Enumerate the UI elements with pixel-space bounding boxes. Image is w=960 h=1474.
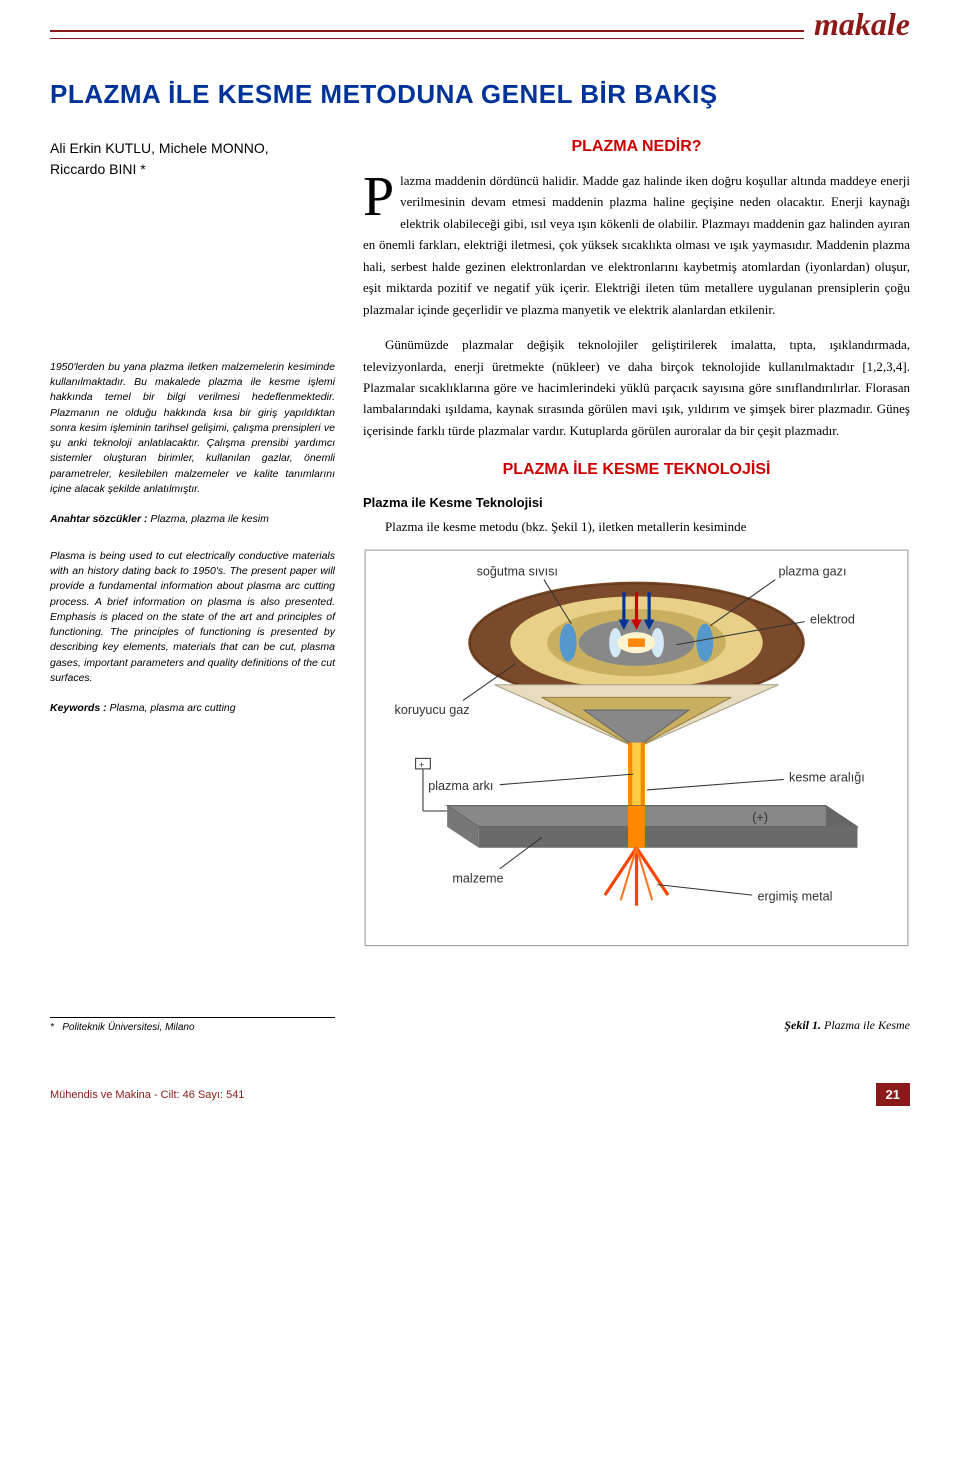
figure-label-plazma-gazi: plazma gazı: [779, 564, 847, 578]
header-rule-thin: makale: [50, 38, 910, 39]
keywords-en-label: Keywords :: [50, 702, 107, 714]
body-paragraph-1: Plazma maddenin dördüncü halidir. Madde …: [363, 170, 910, 320]
plasma-diagram: (+) soğutma sıvısı koruyucu gaz plazma g…: [363, 548, 910, 948]
footnote-row: * Politeknik Üniversitesi, Milano Şekil …: [50, 1007, 910, 1033]
two-column-layout: Ali Erkin KUTLU, Michele MONNO, Riccardo…: [50, 138, 910, 947]
authors-block: Ali Erkin KUTLU, Michele MONNO, Riccardo…: [50, 138, 335, 180]
figure-label-kesme-araligi: kesme aralığı: [789, 770, 865, 784]
footnote-text: Politeknik Üniversitesi, Milano: [62, 1022, 194, 1033]
makale-label: makale: [804, 6, 910, 43]
figure-label-sogutma: soğutma sıvısı: [477, 564, 558, 578]
keywords-tr-label: Anahtar sözcükler :: [50, 513, 147, 525]
body-paragraph-3: Plazma ile kesme metodu (bkz. Şekil 1), …: [363, 516, 910, 537]
figure-label-malzeme: malzeme: [452, 871, 503, 885]
footnote-marker: *: [50, 1022, 54, 1033]
figure-label-koruyucu: koruyucu gaz: [395, 703, 470, 717]
abstract-english: Plasma is being used to cut electrically…: [50, 549, 335, 686]
figure-caption-number: Şekil 1.: [784, 1018, 821, 1032]
footer-journal-info: Mühendis ve Makina - Cilt: 46 Sayı: 541: [50, 1089, 244, 1101]
section-heading-2: PLAZMA İLE KESME TEKNOLOJİSİ: [363, 461, 910, 479]
keywords-turkish: Anahtar sözcükler : Plazma, plazma ile k…: [50, 513, 335, 525]
authors-line-1: Ali Erkin KUTLU, Michele MONNO,: [50, 138, 335, 159]
body-p1-text: lazma maddenin dördüncü halidir. Madde g…: [363, 173, 910, 317]
left-column: Ali Erkin KUTLU, Michele MONNO, Riccardo…: [50, 138, 335, 738]
footer-page-number: 21: [876, 1083, 910, 1106]
keywords-tr-text: Plazma, plazma ile kesim: [147, 513, 268, 525]
right-column: PLAZMA NEDİR? Plazma maddenin dördüncü h…: [363, 138, 910, 947]
dropcap-p: P: [363, 170, 400, 222]
keywords-english: Keywords : Plasma, plasma arc cutting: [50, 702, 335, 714]
header-rule-thick: [50, 30, 910, 32]
abstract-turkish: 1950'lerden bu yana plazma iletken malze…: [50, 360, 335, 497]
figure-label-elektrod: elektrod: [810, 612, 855, 626]
figure-caption: Şekil 1. Plazma ile Kesme: [784, 1018, 910, 1033]
subsection-heading: Plazma ile Kesme Teknolojisi: [363, 495, 910, 510]
figure-1: (+) soğutma sıvısı koruyucu gaz plazma g…: [363, 548, 910, 948]
body-paragraph-2: Günümüzde plazmalar değişik teknolojiler…: [363, 334, 910, 441]
footnote-affiliation: * Politeknik Üniversitesi, Milano: [50, 1017, 335, 1033]
figure-label-plus: (+): [752, 810, 768, 824]
section-heading-1: PLAZMA NEDİR?: [363, 138, 910, 156]
figure-circuit-plus: +: [419, 760, 425, 771]
figure-label-plazma-arki: plazma arkı: [428, 779, 493, 793]
authors-line-2: Riccardo BINI *: [50, 159, 335, 180]
keywords-en-text: Plasma, plasma arc cutting: [107, 702, 236, 714]
article-title: PLAZMA İLE KESME METODUNA GENEL BİR BAKI…: [50, 79, 910, 110]
figure-label-ergimis: ergimiş metal: [757, 889, 832, 903]
figure-caption-text: Plazma ile Kesme: [821, 1018, 910, 1032]
footer-row: Mühendis ve Makina - Cilt: 46 Sayı: 541 …: [50, 1083, 910, 1106]
